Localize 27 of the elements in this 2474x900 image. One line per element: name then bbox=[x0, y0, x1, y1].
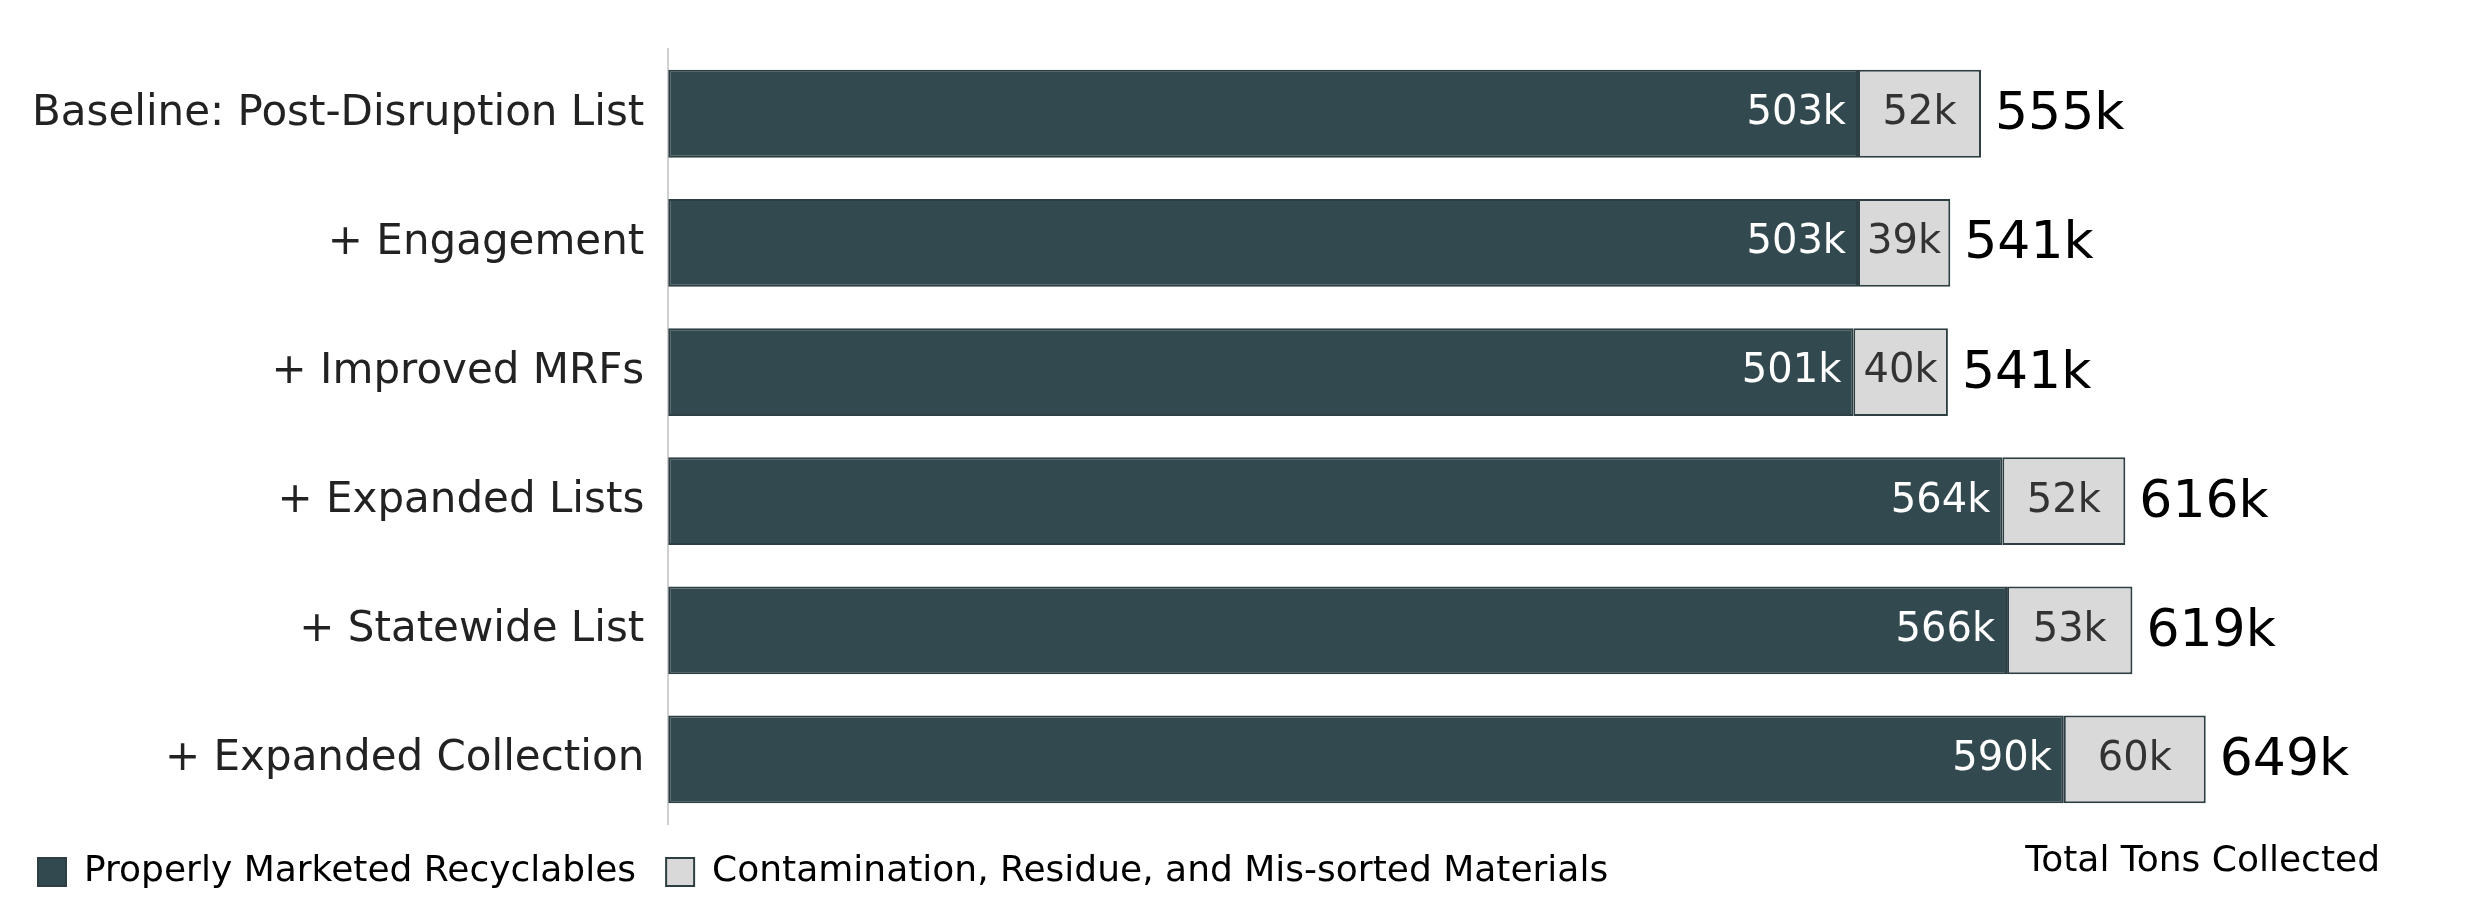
y-tick-label: + Improved MRFs bbox=[271, 343, 645, 393]
total-label: 541k bbox=[1964, 210, 2094, 271]
data-label: 590k bbox=[1952, 732, 2053, 779]
total-label: 619k bbox=[2146, 597, 2276, 658]
data-label: 503k bbox=[1746, 87, 1847, 134]
y-tick-label: Baseline: Post-Disruption List bbox=[32, 85, 645, 135]
data-label: 39k bbox=[1867, 216, 1943, 263]
data-label: 52k bbox=[1882, 87, 1958, 134]
legend-label: Contamination, Residue, and Mis-sorted Materials bbox=[712, 848, 1609, 890]
data-label: 503k bbox=[1746, 216, 1847, 263]
text: Total Tons Collected bbox=[2024, 838, 2380, 880]
y-tick-label: + Engagement bbox=[327, 214, 645, 264]
y-tick-label: + Statewide List bbox=[299, 602, 645, 652]
total-label: 616k bbox=[2139, 468, 2269, 529]
data-label: 566k bbox=[1895, 603, 1996, 650]
data-label: 564k bbox=[1890, 474, 1992, 521]
data-label: 53k bbox=[2032, 603, 2108, 650]
total-label: 555k bbox=[1995, 81, 2125, 142]
data-label: 40k bbox=[1863, 345, 1939, 392]
data-label: 52k bbox=[2026, 474, 2102, 521]
data-label: 60k bbox=[2097, 732, 2173, 779]
data-label: 501k bbox=[1741, 345, 1843, 392]
y-tick-label: + Expanded Collection bbox=[165, 731, 645, 781]
legend-label: Properly Marketed Recyclables bbox=[84, 848, 637, 890]
total-label: 541k bbox=[1961, 339, 2092, 400]
total-label: 649k bbox=[2219, 726, 2350, 787]
y-tick-label: + Expanded Lists bbox=[277, 473, 645, 523]
